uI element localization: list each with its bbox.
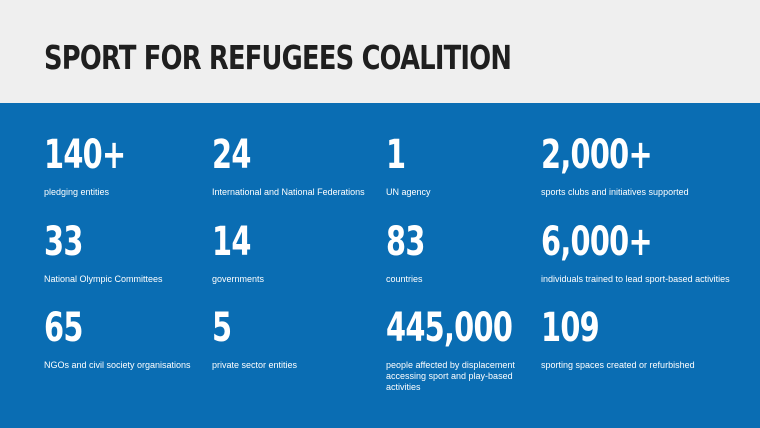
- stat-value: 24: [212, 132, 251, 178]
- stat-label: UN agency: [386, 187, 431, 197]
- stat-value: 109: [541, 305, 600, 351]
- stat-label: governments: [212, 274, 265, 284]
- stat-countries: 83 countries: [386, 220, 526, 285]
- page-title: SPORT FOR REFUGEES COALITION: [44, 38, 512, 77]
- stat-un-agency: 1 UN agency: [386, 133, 526, 198]
- stat-label: sporting spaces created or refurbished: [541, 360, 695, 370]
- stat-ngos: 65 NGOs and civil society organisations: [44, 306, 209, 371]
- stat-label: individuals trained to lead sport-based …: [541, 274, 730, 284]
- stat-label: countries: [386, 274, 423, 284]
- stat-private-sector: 5 private sector entities: [212, 306, 377, 371]
- stat-label: people affected by displacement accessin…: [386, 360, 515, 392]
- stat-label: International and National Federations: [212, 187, 365, 197]
- stat-value: 83: [386, 219, 425, 265]
- stat-label: private sector entities: [212, 360, 298, 370]
- stat-pledging-entities: 140+ pledging entities: [44, 133, 209, 198]
- header: SPORT FOR REFUGEES COALITION: [0, 0, 760, 103]
- stat-value: 6,000+: [541, 219, 653, 265]
- stat-value: 14: [212, 219, 251, 265]
- stat-value: 140+: [44, 132, 126, 178]
- stat-olympic-committees: 33 National Olympic Committees: [44, 220, 209, 285]
- stat-label: pledging entities: [44, 187, 110, 197]
- stat-individuals-trained: 6,000+ individuals trained to lead sport…: [541, 220, 756, 285]
- stat-sporting-spaces: 109 sporting spaces created or refurbish…: [541, 306, 756, 371]
- stat-value: 2,000+: [541, 132, 653, 178]
- stat-value: 65: [44, 305, 83, 351]
- stat-value: 1: [386, 132, 406, 178]
- stat-people-affected: 445,000 people affected by displacement …: [386, 306, 561, 393]
- stat-value: 445,000: [386, 305, 513, 351]
- stats-panel: [0, 103, 760, 428]
- stat-governments: 14 governments: [212, 220, 377, 285]
- stat-label: NGOs and civil society organisations: [44, 360, 191, 370]
- stat-label: National Olympic Committees: [44, 274, 163, 284]
- stat-value: 33: [44, 219, 83, 265]
- stat-label: sports clubs and initiatives supported: [541, 187, 689, 197]
- stat-federations: 24 International and National Federation…: [212, 133, 377, 198]
- stat-value: 5: [212, 305, 232, 351]
- stat-sports-clubs: 2,000+ sports clubs and initiatives supp…: [541, 133, 756, 198]
